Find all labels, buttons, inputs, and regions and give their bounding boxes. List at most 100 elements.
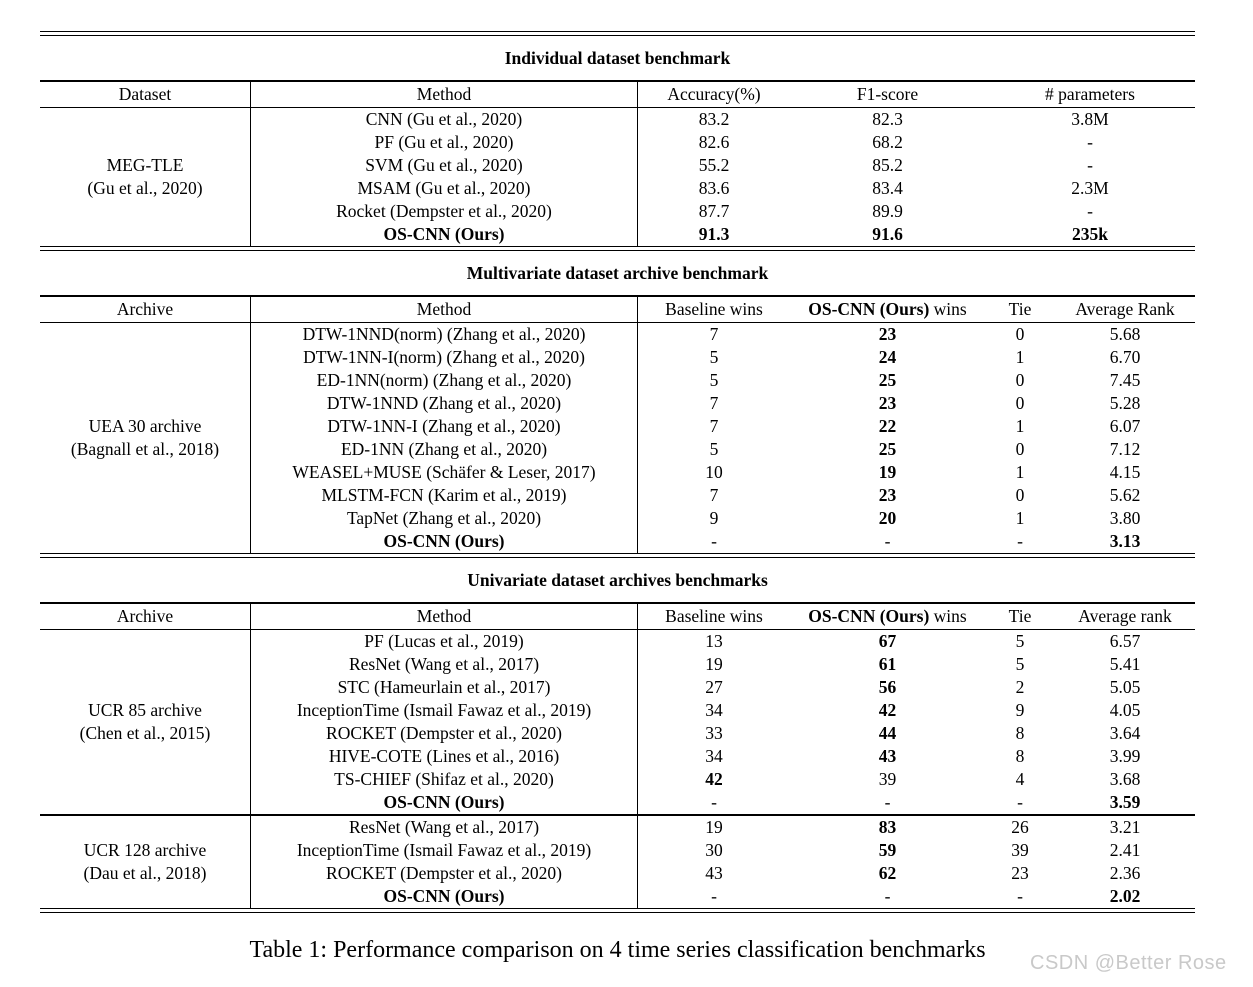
- oscnn-wins-cell: 20: [878, 508, 897, 528]
- header-oscnn-wins-bold: OS-CNN (Ours): [808, 606, 930, 626]
- header-baseline-wins: Baseline wins: [665, 606, 763, 626]
- baseline-wins-cell: -: [711, 886, 717, 906]
- header-archive: Archive: [40, 604, 251, 629]
- method-cell: HIVE-COTE (Lines et al., 2016): [251, 745, 638, 768]
- params-cell: 3.8M: [1071, 109, 1109, 129]
- table-row: Rocket (Dempster et al., 2020) 87.7 89.9…: [251, 200, 1195, 223]
- method-cell: WEASEL+MUSE (Schäfer & Leser, 2017): [251, 461, 638, 484]
- table-row: MSAM (Gu et al., 2020) 83.6 83.4 2.3M: [251, 177, 1195, 200]
- archive-cite: (Chen et al., 2015): [79, 723, 211, 743]
- tie-cell: 26: [1011, 817, 1029, 837]
- rank-cell: 3.99: [1109, 746, 1141, 766]
- header-baseline-wins: Baseline wins: [665, 299, 763, 319]
- method-cell: OS-CNN (Ours): [251, 791, 638, 814]
- header-tie: Tie: [1008, 299, 1032, 319]
- header-oscnn-wins: OS-CNN (Ours) wins: [790, 604, 985, 629]
- rank-cell: 7.45: [1109, 370, 1141, 390]
- rank-cell: 5.68: [1109, 324, 1141, 344]
- tie-cell: 9: [1015, 700, 1025, 720]
- header-average-rank: Average rank: [1078, 606, 1172, 626]
- method-cell: CNN (Gu et al., 2020): [251, 108, 638, 131]
- method-cell: InceptionTime (Ismail Fawaz et al., 2019…: [251, 839, 638, 862]
- rank-cell: 3.21: [1109, 817, 1141, 837]
- method-cell: ED-1NN (Zhang et al., 2020): [251, 438, 638, 461]
- rank-cell: 4.05: [1109, 700, 1141, 720]
- header-oscnn-wins-rest: wins: [929, 299, 967, 319]
- oscnn-wins-cell: 23: [878, 324, 897, 344]
- table-row: STC (Hameurlain et al., 2017) 27 56 2 5.…: [251, 676, 1195, 699]
- oscnn-wins-cell: 67: [878, 631, 897, 651]
- csdn-watermark: CSDN @Better Rose: [1030, 952, 1227, 974]
- method-cell: TS-CHIEF (Shifaz et al., 2020): [251, 768, 638, 791]
- method-cell: OS-CNN (Ours): [251, 885, 638, 908]
- params-cell: 2.3M: [1071, 178, 1109, 198]
- method-cell: ED-1NN(norm) (Zhang et al., 2020): [251, 369, 638, 392]
- header-average-rank: Average Rank: [1075, 299, 1175, 319]
- header-oscnn-wins: OS-CNN (Ours) wins: [790, 297, 985, 322]
- oscnn-wins-cell: 43: [878, 746, 897, 766]
- baseline-wins-cell: 5: [709, 370, 719, 390]
- header-dataset: Dataset: [40, 82, 251, 107]
- oscnn-wins-cell: 83: [878, 817, 897, 837]
- baseline-wins-cell: 27: [705, 677, 723, 697]
- method-cell: ROCKET (Dempster et al., 2020): [251, 862, 638, 885]
- baseline-wins-cell: 30: [705, 840, 723, 860]
- tie-cell: -: [1017, 531, 1023, 551]
- tie-cell: -: [1017, 792, 1023, 812]
- rank-cell: 5.28: [1109, 393, 1141, 413]
- archive-cite: (Gu et al., 2020): [87, 178, 203, 198]
- rank-cell: 5.41: [1109, 654, 1141, 674]
- accuracy-cell: 83.2: [698, 109, 730, 129]
- header-f1-score: F1-score: [856, 84, 919, 104]
- archive-cite: (Bagnall et al., 2018): [70, 439, 220, 459]
- f1-cell: 89.9: [872, 201, 903, 221]
- tie-cell: 0: [1015, 485, 1025, 505]
- method-cell: MLSTM-FCN (Karim et al., 2019): [251, 484, 638, 507]
- header-accuracy: Accuracy(%): [667, 84, 761, 104]
- params-cell: 235k: [1072, 224, 1108, 244]
- table3-title: Univariate dataset archives benchmarks: [467, 570, 768, 590]
- rank-cell: 2.41: [1109, 840, 1141, 860]
- table3-bottom-double-rule: [40, 908, 1195, 913]
- rank-cell: 7.12: [1109, 439, 1141, 459]
- oscnn-wins-cell: 42: [878, 700, 897, 720]
- table-row: TS-CHIEF (Shifaz et al., 2020) 42 39 4 3…: [251, 768, 1195, 791]
- table-row-oscnn: OS-CNN (Ours) - - - 3.13: [251, 530, 1195, 553]
- archive-cell-megtle: MEG-TLE (Gu et al., 2020): [40, 108, 251, 246]
- rank-cell: 6.07: [1109, 416, 1141, 436]
- table-row: TapNet (Zhang et al., 2020) 9 20 1 3.80: [251, 507, 1195, 530]
- method-cell: TapNet (Zhang et al., 2020): [251, 507, 638, 530]
- f1-cell: 85.2: [872, 155, 903, 175]
- header-tie: Tie: [1008, 606, 1032, 626]
- baseline-wins-cell: 34: [705, 700, 723, 720]
- method-cell: Rocket (Dempster et al., 2020): [251, 200, 638, 223]
- tie-cell: 0: [1015, 439, 1025, 459]
- table2-group-uea: UEA 30 archive (Bagnall et al., 2018) DT…: [40, 323, 1195, 553]
- table-row: DTW-1NND (Zhang et al., 2020) 7 23 0 5.2…: [251, 392, 1195, 415]
- header-oscnn-wins-bold: OS-CNN (Ours): [808, 299, 930, 319]
- oscnn-wins-cell: -: [884, 792, 891, 812]
- oscnn-wins-cell: 24: [878, 347, 897, 367]
- table3-header-row: Archive Method Baseline wins OS-CNN (Our…: [40, 604, 1195, 630]
- oscnn-wins-cell: 23: [878, 485, 897, 505]
- oscnn-wins-cell: -: [884, 531, 891, 551]
- oscnn-wins-cell: 44: [878, 723, 897, 743]
- oscnn-wins-cell: 62: [878, 863, 897, 883]
- table-figure: Individual dataset benchmark Dataset Met…: [40, 31, 1195, 965]
- oscnn-wins-cell: 22: [878, 416, 897, 436]
- archive-cite: (Dau et al., 2018): [83, 863, 207, 883]
- accuracy-cell: 82.6: [698, 132, 730, 152]
- baseline-wins-cell: 19: [705, 817, 723, 837]
- table-row: ED-1NN(norm) (Zhang et al., 2020) 5 25 0…: [251, 369, 1195, 392]
- rank-cell: 3.80: [1109, 508, 1141, 528]
- method-cell: STC (Hameurlain et al., 2017): [251, 676, 638, 699]
- oscnn-wins-cell: 61: [878, 654, 897, 674]
- method-cell: DTW-1NND(norm) (Zhang et al., 2020): [251, 323, 638, 346]
- f1-cell: 68.2: [872, 132, 903, 152]
- baseline-wins-cell: 10: [705, 462, 723, 482]
- table-row: PF (Gu et al., 2020) 82.6 68.2 -: [251, 131, 1195, 154]
- method-cell: OS-CNN (Ours): [251, 223, 638, 246]
- rank-cell: 5.05: [1109, 677, 1141, 697]
- baseline-wins-cell: 7: [709, 485, 719, 505]
- table2-title: Multivariate dataset archive benchmark: [466, 263, 769, 283]
